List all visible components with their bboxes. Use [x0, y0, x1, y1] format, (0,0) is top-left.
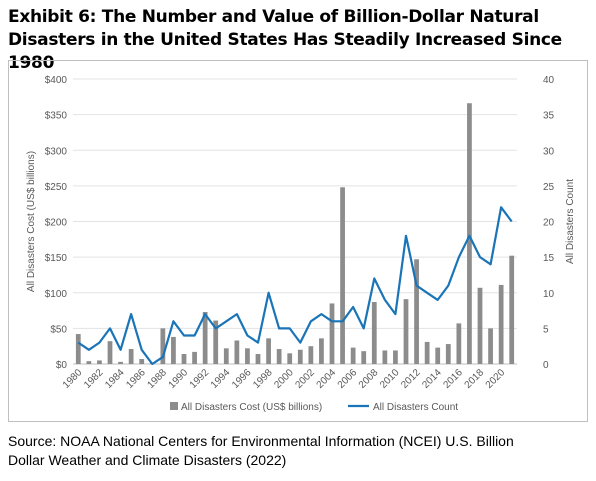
y-right-tick-label: 35 [543, 111, 555, 122]
x-tick-label: 2004 [315, 367, 339, 391]
chart-svg: $0 $50 $100 $150 $200 $250 $300 $350 $400 0 5 10 15 2… [26, 75, 576, 413]
x-tick-label: 2008 [357, 367, 381, 391]
y-right-tick-label: 30 [543, 146, 555, 157]
y-left-tick-label: $0 [56, 360, 68, 371]
x-tick-label: 2006 [336, 367, 360, 391]
x-tick-label: 2014 [420, 367, 444, 391]
x-tick-label: 1986 [124, 367, 148, 391]
cost-bar [118, 361, 123, 364]
y-left-tick-label: $250 [45, 182, 68, 193]
cost-bar [477, 287, 483, 364]
cost-bar [467, 103, 472, 364]
cost-bar [498, 284, 504, 364]
y-right-tick-label: 0 [543, 360, 549, 371]
x-tick-label: 2000 [272, 367, 296, 391]
cost-bar [308, 346, 314, 364]
y-left-tick-label: $400 [45, 75, 68, 86]
legend-swatch-cost [170, 402, 178, 410]
title-line-2: Disasters in the United States Has Stead… [8, 30, 562, 73]
cost-bar [192, 351, 197, 364]
cost-bar [371, 302, 377, 364]
chart-frame: $0 $50 $100 $150 $200 $250 $300 $350 $400 0 5 10 15 2… [8, 60, 588, 422]
cost-bar [234, 340, 240, 364]
x-tick-label: 2016 [441, 367, 465, 391]
cost-bar [435, 347, 441, 364]
count-line [77, 206, 513, 366]
cost-bar [223, 348, 229, 364]
y-right-tick-label: 40 [543, 75, 555, 86]
y-left-tick-label: $50 [50, 324, 67, 335]
cost-bar [488, 328, 493, 364]
cost-bar [213, 320, 219, 364]
x-tick-label: 1998 [251, 367, 275, 391]
cost-bar [509, 255, 515, 364]
cost-bar [424, 341, 430, 364]
cost-bar [329, 303, 335, 364]
cost-bar [128, 349, 134, 364]
cost-bar [287, 353, 293, 364]
x-tick-label: 2020 [484, 367, 508, 391]
y-left-tick-label: $100 [45, 289, 68, 300]
cost-bar [350, 347, 356, 364]
y-right-tick-label: 5 [543, 324, 549, 335]
chart-title: Exhibit 6: The Number and Value of Billi… [8, 6, 590, 75]
y-left-tick-label: $300 [45, 146, 68, 157]
title-line-1: Exhibit 6: The Number and Value of Billi… [8, 7, 539, 27]
source-note: Source: NOAA National Centers for Enviro… [8, 432, 590, 470]
y-left-tick-label: $350 [45, 111, 68, 122]
y-right-tick-label: 25 [543, 182, 555, 193]
x-tick-label: 2018 [463, 367, 487, 391]
cost-bar [139, 359, 145, 364]
cost-bar [456, 323, 462, 364]
cost-bar [107, 341, 113, 364]
x-tick-label: 1982 [82, 367, 106, 391]
x-tick-label: 2002 [293, 367, 317, 391]
source-line-2: Dollar Weather and Climate Disasters (20… [8, 452, 287, 468]
x-tick-label: 1990 [167, 367, 191, 391]
cost-bar [97, 360, 102, 364]
cost-bar [276, 349, 282, 364]
cost-bar [445, 344, 451, 364]
x-tick-label: 1992 [188, 367, 212, 391]
y-right-tick-label: 15 [543, 253, 555, 264]
y-left-tick-label: $150 [45, 253, 68, 264]
cost-bar [403, 299, 409, 364]
y-left-axis-label: All Disasters Cost (US$ billions) [26, 151, 37, 292]
cost-bar [382, 350, 388, 364]
x-tick-label: 2012 [399, 367, 423, 391]
cost-bar [181, 354, 187, 364]
cost-bar [393, 350, 398, 364]
y-right-tick-label: 10 [543, 289, 555, 300]
cost-bar [245, 348, 250, 364]
cost-bar [414, 259, 419, 364]
y-left-tick-label: $200 [45, 218, 68, 229]
y-right-axis-label: All Disasters Count [565, 179, 576, 264]
cost-bar [202, 311, 208, 364]
source-line-1: Source: NOAA National Centers for Enviro… [8, 433, 514, 449]
x-tick-label: 2010 [378, 367, 402, 391]
cost-bar [340, 187, 345, 364]
cost-bar [361, 351, 367, 364]
legend-label-count: All Disasters Count [373, 402, 458, 413]
cost-bar [319, 338, 324, 364]
x-tick-label: 1996 [230, 367, 254, 391]
cost-bar [171, 336, 176, 364]
y-right-tick-label: 20 [543, 218, 555, 229]
cost-bar [297, 349, 303, 364]
cost-bar [160, 328, 166, 364]
x-tick-label: 1994 [209, 367, 233, 391]
x-tick-label: 1984 [103, 367, 127, 391]
legend-label-cost: All Disasters Cost (US$ billions) [181, 402, 322, 413]
cost-bar [75, 334, 81, 364]
cost-bar [266, 338, 271, 364]
cost-bar [86, 361, 92, 364]
x-tick-label: 1988 [145, 367, 169, 391]
cost-bar [255, 354, 261, 364]
